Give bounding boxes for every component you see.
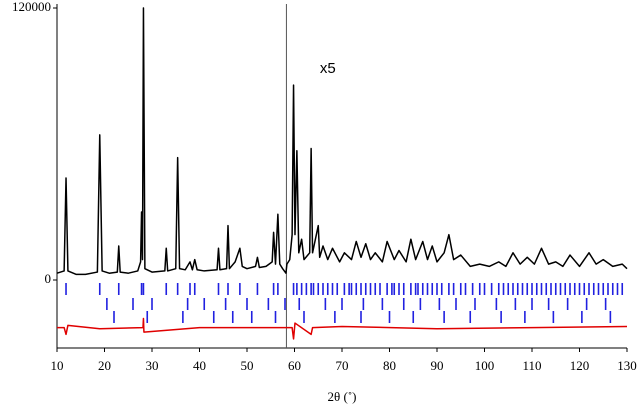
x-tick-label: 20	[98, 358, 111, 373]
y-tick-label: 0	[45, 271, 52, 286]
x-tick-label: 30	[146, 358, 159, 373]
x-tick-label: 40	[193, 358, 206, 373]
x-tick-label: 70	[336, 358, 349, 373]
x-tick-label: 10	[51, 358, 64, 373]
y-tick-label: 120000	[12, 0, 51, 14]
annotation: x5	[320, 60, 336, 77]
x-tick-label: 120	[570, 358, 590, 373]
data-line	[56, 7, 628, 276]
x-tick-label: 50	[241, 358, 254, 373]
data-line	[57, 317, 628, 340]
x-tick-label: 80	[383, 358, 396, 373]
x-tick-label: 60	[288, 358, 301, 373]
x-axis-label: 2θ (˚)	[328, 389, 357, 404]
x-tick-label: 100	[475, 358, 495, 373]
x-tick-label: 130	[617, 358, 637, 373]
x-tick-label: 110	[522, 358, 541, 373]
x-tick-label: 90	[431, 358, 444, 373]
